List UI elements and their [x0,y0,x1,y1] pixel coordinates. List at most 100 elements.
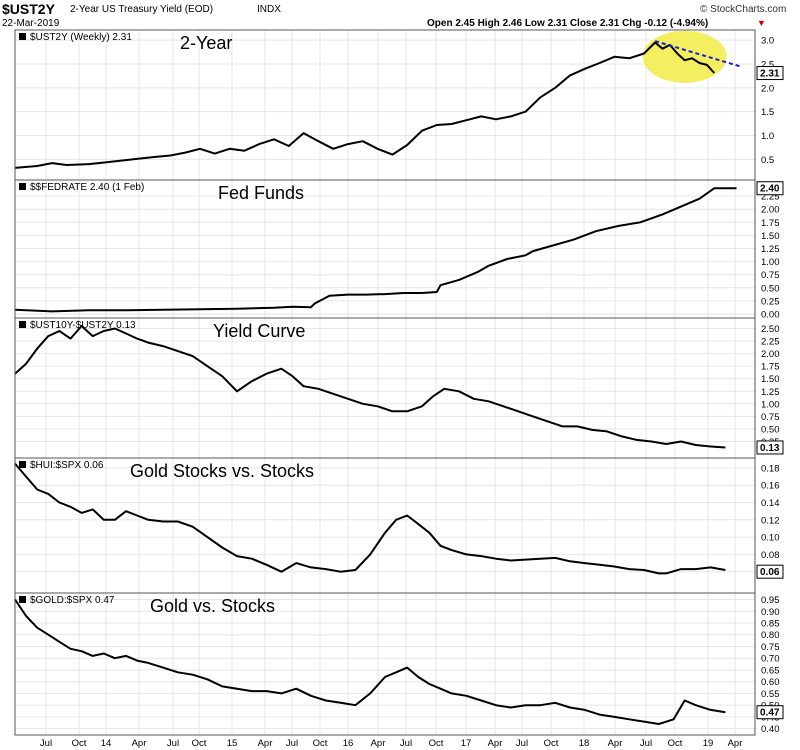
x-tick-label: Oct [544,738,559,749]
y-tick-label: 3.0 [761,36,774,47]
y-tick-label: 1.0 [761,131,774,142]
series-line [14,598,726,725]
last-value-box [756,440,784,455]
last-value-label: 0.47 [760,708,780,719]
y-tick-label: 0.14 [761,498,780,509]
trend-line [654,40,741,68]
y-tick-label: 0.65 [761,665,780,676]
y-tick-label: 0.75 [761,412,780,423]
x-tick-label: Jul [516,738,528,749]
y-tick-label: 1.00 [761,257,780,268]
y-tick-label: 0.18 [761,463,780,474]
y-tick-label: 0.55 [761,689,780,700]
y-tick-label: 0.85 [761,619,780,630]
y-tick-label: 1.5 [761,107,774,118]
series-line [14,462,726,575]
x-tick-label: 16 [343,738,354,749]
x-tick-label: Oct [72,738,87,749]
y-tick-label: 2.00 [761,205,780,216]
x-tick-label: Apr [258,738,273,749]
x-tick-label: Oct [429,738,444,749]
last-value-box [756,66,784,81]
chart-date: 22-Mar-2019 [2,18,60,29]
brand-logo: © StockCharts.com [700,4,787,15]
x-tick-label: 19 [703,738,714,749]
x-tick-label: Apr [132,738,147,749]
legend-swatch-icon [19,183,26,190]
y-tick-label: 0.40 [761,724,780,735]
y-tick-label: 0.08 [761,550,780,561]
panel-legend: $UST2Y (Weekly) 2.31 [30,32,132,43]
down-arrow-icon: ▼ [757,18,766,28]
x-tick-label: Oct [668,738,683,749]
panel-legend: $$FEDRATE 2.40 (1 Feb) [30,182,144,193]
y-tick-label: 0.16 [761,481,780,492]
last-value-label: 0.06 [760,567,780,578]
y-tick-label: 0.00 [761,310,780,321]
y-tick-label: 0.50 [761,424,780,435]
x-tick-label: 17 [461,738,472,749]
y-tick-label: 0.12 [761,515,780,526]
chart-quote: Open 2.45 High 2.46 Low 2.31 Close 2.31 … [427,18,709,29]
y-tick-label: 0.75 [761,270,780,281]
y-tick-label: 0.75 [761,642,780,653]
chart-description: 2-Year US Treasury Yield (EOD) [70,4,214,15]
y-tick-label: 1.00 [761,399,780,410]
x-tick-label: Oct [313,738,328,749]
y-tick-label: 1.50 [761,374,780,385]
x-tick-label: Apr [608,738,623,749]
panel-1: 3.0 2.5 2.0 1.5 1.0 0.5 2.31 $UST2Y (Weekly) 2.… [14,29,784,181]
panel-title: Yield Curve [213,321,305,341]
y-tick-label: 2.25 [761,192,780,203]
series-line [14,325,726,449]
x-tick-label: 18 [579,738,590,749]
y-tick-label: 2.00 [761,349,780,360]
x-tick-label: Oct [192,738,207,749]
last-value-label: 2.40 [760,184,780,195]
y-tick-label: 1.50 [761,231,780,242]
legend-swatch-icon [19,596,26,603]
last-value-box [756,705,784,720]
panel-legend: $GOLD:$SPX 0.47 [30,595,115,606]
panel-title: Gold vs. Stocks [150,596,275,616]
x-tick-label: Jul [400,738,412,749]
panel-5: 0.950.900.850.800.750.700.650.600.550.50… [14,592,784,736]
y-tick-label: 0.70 [761,654,780,665]
last-value-box [756,564,784,579]
y-tick-label: 0.60 [761,677,780,688]
y-tick-label: 0.5 [761,155,774,166]
x-tick-label: Jul [640,738,652,749]
y-tick-label: 2.0 [761,83,774,94]
y-tick-label: 0.10 [761,533,780,544]
legend-swatch-icon [19,33,26,40]
legend-swatch-icon [19,321,26,328]
x-tick-label: Apr [371,738,386,749]
y-tick-label: 2.25 [761,337,780,348]
panel-title: 2-Year [180,33,232,53]
y-tick-label: 1.75 [761,362,780,373]
y-tick-label: 1.75 [761,218,780,229]
y-tick-label: 0.95 [761,595,780,606]
x-tick-label: Apr [728,738,743,749]
panel-title: Gold Stocks vs. Stocks [130,461,314,481]
panel-frame [14,592,756,736]
last-value-label: 0.13 [760,443,780,454]
chart-symbol: $UST2Y [2,1,55,17]
panel-2: 2.25 2.00 1.75 1.50 1.25 1.00 0.75 0.50 0.25 0.00… [14,179,784,321]
panel-3: 2.502.252.001.751.501.251.000.750.500.25… [14,317,784,459]
x-tick-label: 14 [101,738,112,749]
last-value-box [756,181,784,196]
highlight-ellipse [642,30,727,83]
last-value-label: 2.31 [760,69,780,80]
series-line [14,41,716,169]
x-tick-label: Jul [286,738,298,749]
x-tick-label: 15 [227,738,238,749]
y-tick-label: 0.50 [761,283,780,294]
panel-legend: $UST10Y-$UST2Y 0.13 [30,320,136,331]
y-tick-label: 2.5 [761,59,774,70]
y-tick-label: 0.90 [761,607,780,618]
panel-4: 0.180.160.140.120.100.080.060.06$HUI:$SP… [14,457,784,594]
chart-exchange: INDX [257,4,281,15]
y-tick-label: 0.25 [761,296,780,307]
